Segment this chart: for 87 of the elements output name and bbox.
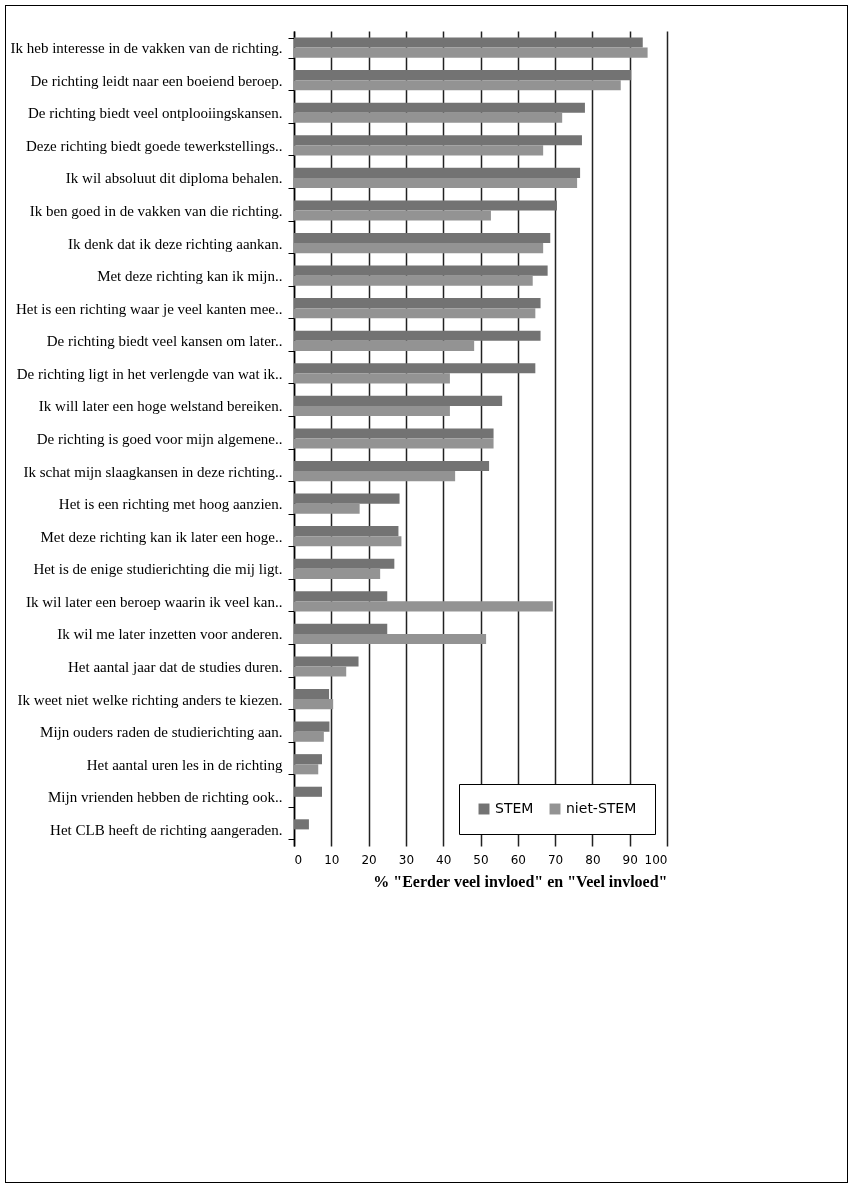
y-tick-label: Ik wil absoluut dit diploma behalen. [65,170,283,187]
bar [294,493,400,504]
legend-label: niet-STEM [566,800,637,816]
y-tick-label: Ik schat mijn slaagkansen in deze richting.. [23,463,283,480]
bar [294,135,582,146]
y-tick-label: Ik will later een hoge welstand bereiken. [38,398,283,415]
bar [294,731,324,742]
bar [294,721,330,732]
bar [294,308,536,319]
bar [294,363,536,374]
bar [294,145,544,156]
bar [294,754,322,765]
bar [294,80,621,91]
bar [294,558,395,569]
bar [294,210,491,221]
bar [294,471,456,482]
bar [294,568,381,579]
y-tick-label: Ik heb interesse in de vakken van de richting. [10,40,283,57]
x-tick-label: 70 [547,852,564,867]
y-tick-label: Ik wil later een beroep waarin ik veel kan.. [25,593,283,610]
y-tick-label: Ik weet niet welke richting anders te kiezen. [17,691,283,708]
bar [294,298,541,309]
x-axis-title: % "Eerder veel invloed" en "Veel invloed" [373,872,668,890]
bar [294,275,533,286]
y-tick-label: De richting ligt in het verlengde van wat ik.. [16,365,283,382]
bar [294,37,643,48]
bar [294,265,548,276]
bar [294,601,553,612]
bar [294,405,450,417]
x-tick-label: 60 [510,852,526,867]
bar [294,633,487,645]
bar [294,200,557,211]
y-tick-label: De richting is goed voor mijn algemene.. [36,431,283,447]
y-tick-label: Deze richting biedt goede tewerkstellings.. [25,137,283,154]
y-tick-label: Het aantal uren les in de richting [86,756,283,773]
x-tick-label: 80 [585,852,601,867]
bar [294,102,585,113]
y-tick-label: Met deze richting kan ik later een hoge.. [40,528,283,545]
bar [294,786,322,797]
x-tick-label: 50 [473,852,489,867]
x-tick-label: 0 [294,852,303,867]
bar [294,395,503,406]
bar [294,699,334,710]
bar [294,373,450,384]
legend-label: STEM [495,800,534,816]
bar [294,232,551,244]
y-tick-label: De richting biedt veel kansen om later.. [46,333,283,350]
bar [294,438,494,449]
x-tick-label: 40 [436,852,452,867]
x-tick-label: 90 [622,852,638,867]
bar [294,666,347,677]
y-tick-label: Mijn vrienden hebben de richting ook.. [47,789,283,806]
bar [294,243,544,254]
bar [294,688,330,700]
bar [294,47,648,58]
y-tick-label: Met deze richting kan ik mijn.. [97,268,283,285]
bar [294,428,494,439]
bar [294,764,319,775]
y-tick-label: Het is de enige studierichting die mij ligt. [33,561,283,578]
y-tick-label: De richting leidt naar een boeiend beroep. [30,72,283,89]
x-tick-label: 100 [644,852,668,867]
bar [294,503,360,514]
x-tick-label: 20 [361,852,377,867]
y-tick-label: Het CLB heeft de richting aangeraden. [50,821,283,838]
y-tick-label: Ik ben goed in de vakken van die richting. [29,202,283,219]
y-tick-label: Het is een richting met hoog aanzien. [58,496,283,513]
bar [294,340,475,351]
bar [294,623,388,634]
bar [294,167,581,178]
bar [294,112,563,123]
y-tick-label: Ik denk dat ik deze richting aankan. [68,235,283,252]
bar [294,177,578,189]
y-tick-label: Het is een richting waar je veel kanten mee.. [15,300,283,317]
bar [294,819,309,830]
bar [294,330,541,341]
x-tick-label: 30 [398,852,415,867]
bar [294,656,359,667]
y-tick-label: Mijn ouders raden de studierichting aan. [40,724,283,741]
y-tick-label: De richting biedt veel ontplooiingskansen. [27,105,283,122]
bar [294,536,402,547]
y-tick-label: Het aantal jaar dat de studies duren. [68,659,283,676]
bar [294,70,632,81]
x-tick-label: 10 [324,852,340,867]
bar [294,460,490,472]
bar [294,591,388,602]
bar [294,526,399,537]
y-tick-label: Ik wil me later inzetten voor anderen. [57,626,283,643]
